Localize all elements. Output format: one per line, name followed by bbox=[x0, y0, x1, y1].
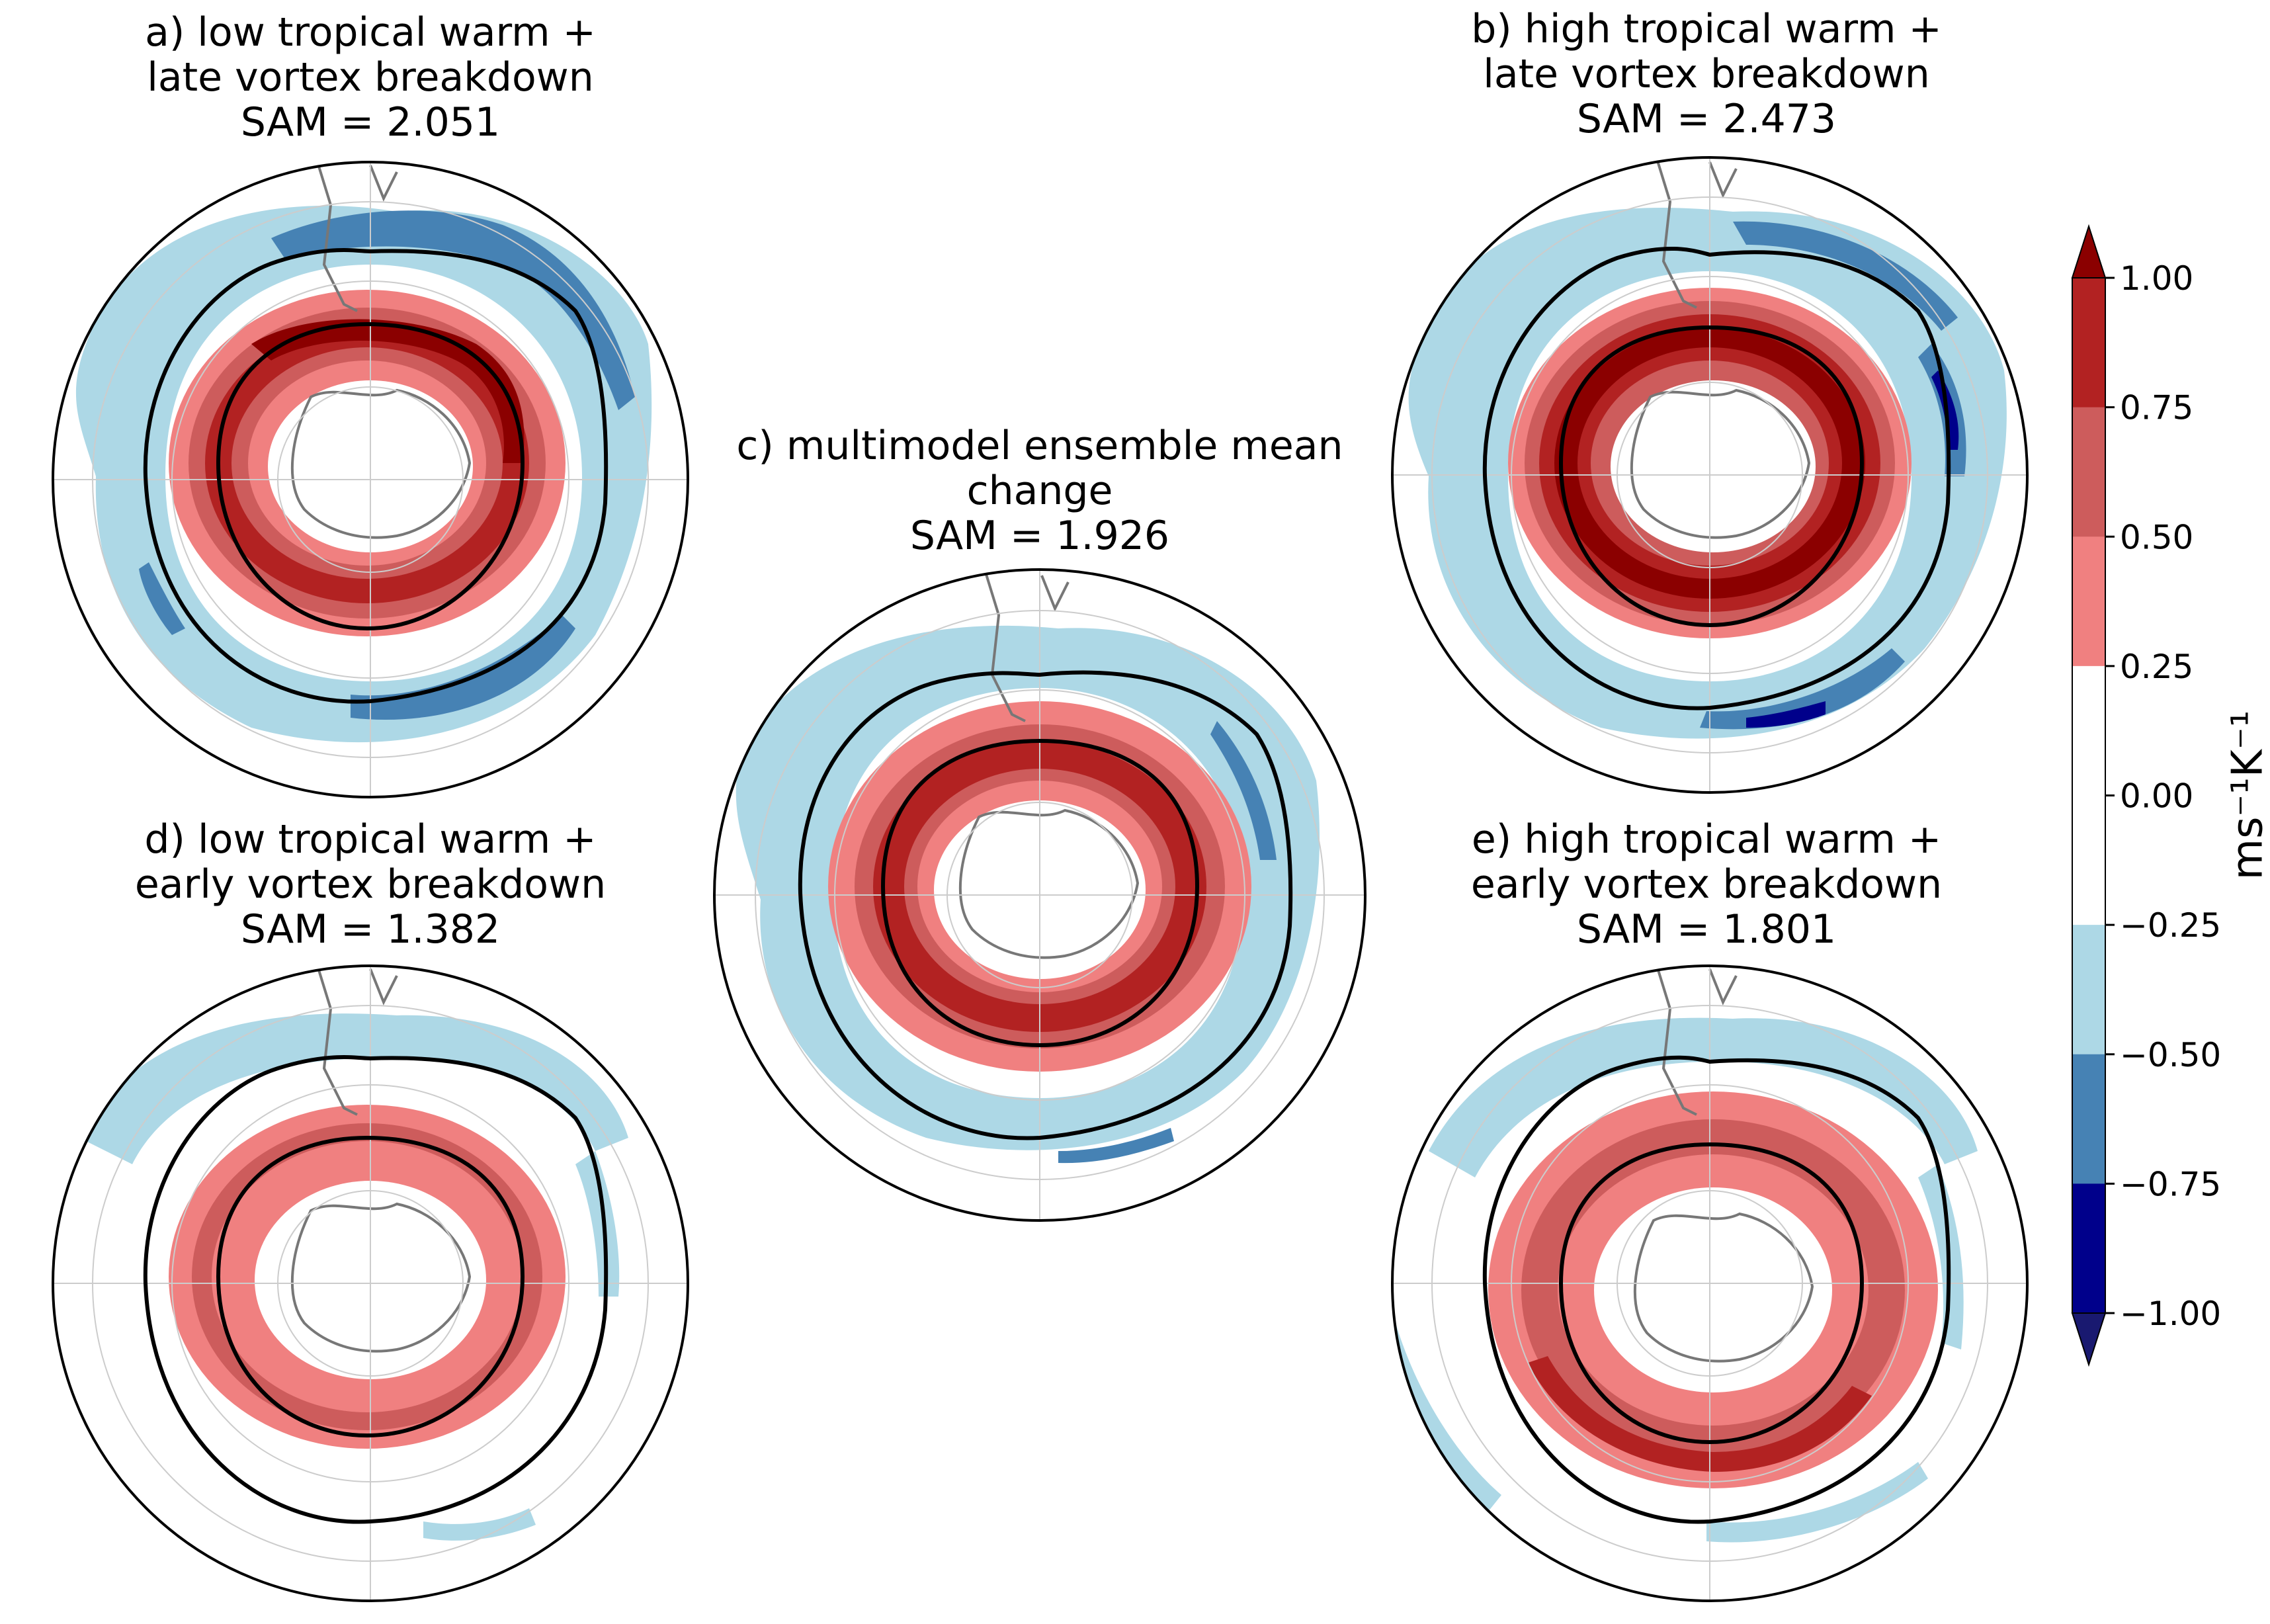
colorbar-unit-label: ms⁻¹K⁻¹ bbox=[2223, 710, 2270, 880]
panel-e-sam: SAM = 1.801 bbox=[1576, 906, 1837, 953]
panel-d-antarctica bbox=[290, 1202, 472, 1353]
colorbar-tick-label: −1.00 bbox=[2120, 1295, 2221, 1333]
panel-b-jet-contour-outer bbox=[1482, 247, 1951, 710]
colorbar-segment bbox=[2072, 407, 2105, 537]
panel-e-map bbox=[1392, 966, 2027, 1601]
panel-c-title: c) multimodel ensemble mean change SAM =… bbox=[676, 423, 1404, 558]
panel-c-light-blue-sw bbox=[767, 953, 833, 1045]
panel-b-sam: SAM = 2.473 bbox=[1576, 96, 1837, 142]
panel-e-jet-contour-inner bbox=[1558, 1142, 1865, 1445]
panel-a-jet-contour-inner bbox=[216, 321, 525, 631]
colorbar-tick-label: 0.75 bbox=[2120, 389, 2193, 427]
panel-d-light-blue-patch-s bbox=[423, 1508, 536, 1541]
panel-b-blue-patch-ne bbox=[1733, 221, 1958, 331]
colorbar-extend-min bbox=[2071, 1312, 2107, 1367]
panel-c-blue-patch-s bbox=[1058, 1128, 1174, 1164]
colorbar-tick-label: −0.50 bbox=[2120, 1036, 2221, 1074]
colorbar-segment bbox=[2072, 925, 2105, 1055]
panel-b-antarctica bbox=[1630, 388, 1811, 539]
panel-d-light-blue-band-e bbox=[575, 1151, 620, 1297]
panel-e-jet-contour-outer bbox=[1482, 1055, 1951, 1524]
panel-d-title-line2: early vortex breakdown bbox=[134, 861, 607, 908]
panel-c-boundary bbox=[713, 568, 1366, 1222]
panel-b-south-america bbox=[1656, 158, 1738, 309]
colorbar-tick-label: −0.75 bbox=[2120, 1165, 2221, 1203]
panel-d-jet-contour-outer bbox=[143, 1055, 609, 1524]
panel-c-title-line2: change bbox=[966, 468, 1113, 514]
panel-b-boundary bbox=[1391, 156, 2029, 794]
panel-a-blue-patch-sw bbox=[139, 562, 185, 635]
colorbar-segment bbox=[2072, 536, 2105, 667]
panel-e-title-line2: early vortex breakdown bbox=[1470, 861, 1943, 908]
colorbar: 1.00 0.75 0.50 0.25 0.00 −0.25 −0.50 −0.75 −1.00 bbox=[2071, 224, 2221, 1367]
panel-c-sam: SAM = 1.926 bbox=[909, 513, 1170, 559]
panel-e-title-line1: e) high tropical warm + bbox=[1471, 816, 1942, 863]
colorbar-tick-label: −0.25 bbox=[2120, 906, 2221, 945]
panel-d-boundary bbox=[52, 964, 689, 1602]
panel-e-light-blue-band-n bbox=[1429, 1017, 1978, 1177]
panel-d-title-line1: d) low tropical warm + bbox=[144, 816, 597, 863]
panel-b-inner-white bbox=[1611, 380, 1816, 552]
panel-c-map bbox=[714, 570, 1365, 1220]
panel-e-light-blue-band-s bbox=[1706, 1462, 1928, 1543]
panel-d-sam: SAM = 1.382 bbox=[240, 906, 501, 953]
panel-d-south-america bbox=[316, 966, 398, 1116]
colorbar-segment bbox=[2072, 278, 2105, 408]
colorbar-tick-label: 1.00 bbox=[2120, 259, 2193, 298]
panel-b-navy-patch-s bbox=[1746, 701, 1826, 728]
panel-a-blue-patch-ne bbox=[271, 210, 635, 410]
panel-d-title: d) low tropical warm + early vortex brea… bbox=[7, 817, 734, 952]
panel-c-jet-contour-inner bbox=[880, 738, 1200, 1048]
panel-e-boundary bbox=[1391, 964, 2029, 1602]
panel-a-map bbox=[53, 162, 688, 797]
panel-a-title-line1: a) low tropical warm + bbox=[145, 9, 596, 56]
panel-e-ring-darkest-sw bbox=[1528, 1356, 1872, 1472]
colorbar-segment bbox=[2072, 795, 2105, 925]
panel-a-blue-patch-se bbox=[351, 615, 575, 720]
panel-b-title-line1: b) high tropical warm + bbox=[1471, 6, 1942, 52]
panel-a-antarctica bbox=[290, 388, 472, 539]
colorbar-segment bbox=[2072, 1054, 2105, 1184]
panel-c-title-line1: c) multimodel ensemble mean bbox=[736, 423, 1343, 469]
panel-b-title: b) high tropical warm + late vortex brea… bbox=[1343, 7, 2070, 142]
panel-e-light-blue-band-e bbox=[1918, 1164, 1964, 1349]
colorbar-tick-label: 0.25 bbox=[2120, 648, 2193, 686]
panel-b-jet-contour-inner bbox=[1558, 325, 1865, 628]
panel-c-jet-contour-outer bbox=[798, 670, 1293, 1140]
panel-b-map bbox=[1392, 157, 2027, 792]
colorbar-tick-label: 0.50 bbox=[2120, 518, 2193, 556]
colorbar-segment bbox=[2072, 665, 2105, 796]
colorbar-tick-label: 0.00 bbox=[2120, 777, 2193, 816]
panel-a-title: a) low tropical warm + late vortex break… bbox=[7, 10, 734, 145]
panel-d-map bbox=[53, 966, 688, 1601]
panel-a-boundary bbox=[52, 161, 689, 798]
panel-c-antarctica bbox=[958, 808, 1140, 959]
panel-e-light-blue-band-w bbox=[1392, 1323, 1501, 1512]
panel-e-south-america bbox=[1656, 966, 1738, 1116]
panel-c-blue-patch-e bbox=[1210, 721, 1277, 860]
panel-b-title-line2: late vortex breakdown bbox=[1483, 51, 1930, 97]
panel-a-sam: SAM = 2.051 bbox=[240, 99, 501, 146]
panel-a-ring-darkest bbox=[251, 319, 525, 463]
panel-e-inner-white bbox=[1594, 1187, 1832, 1392]
panel-a-jet-contour-outer bbox=[143, 248, 609, 704]
panel-e-title: e) high tropical warm + early vortex bre… bbox=[1343, 817, 2070, 952]
panel-a-south-america bbox=[316, 162, 398, 312]
panel-a-title-line2: late vortex breakdown bbox=[147, 54, 594, 101]
colorbar-segment bbox=[2072, 1183, 2105, 1314]
colorbar-extend-max bbox=[2071, 224, 2107, 278]
panel-d-jet-contour-inner bbox=[216, 1135, 525, 1438]
